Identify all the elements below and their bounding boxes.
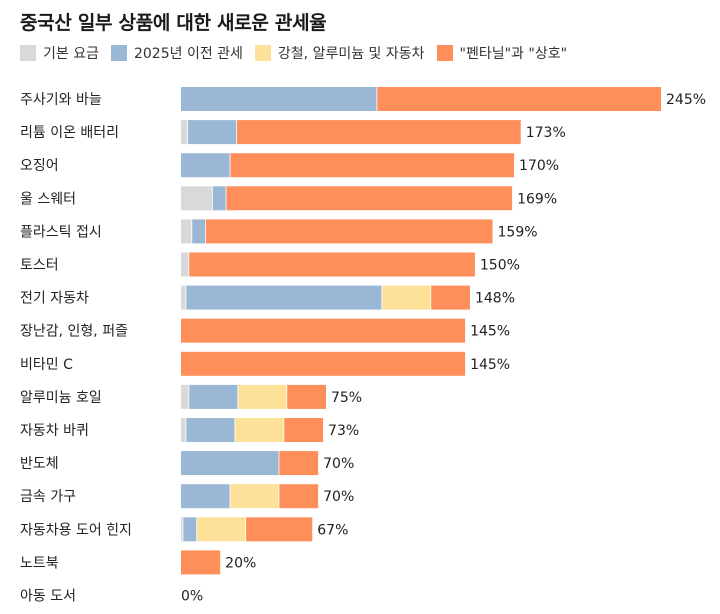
category-label: 아동 도서 (20, 589, 76, 605)
bar-segment (182, 517, 197, 542)
bar-segment (181, 484, 230, 509)
category-label: 알루미늄 호일 (20, 390, 102, 406)
bar-segment (181, 87, 377, 111)
bar-segment (181, 186, 213, 211)
bar-segment (188, 252, 475, 277)
bar-segment (381, 285, 431, 310)
category-label: 토스터 (20, 258, 59, 274)
value-label: 67% (317, 522, 348, 538)
bar-segment (185, 285, 382, 310)
bar-segment (278, 484, 319, 509)
category-label: 반도체 (20, 456, 59, 472)
legend-item-pre2025: 2025년 이전 관세 (110, 43, 243, 63)
bar-segment (229, 484, 279, 509)
legend-swatch-fentanyl (436, 45, 453, 61)
legend-swatch-base (20, 45, 36, 61)
bar-segment (181, 451, 279, 476)
category-label: 노트북 (20, 555, 59, 571)
bar-segment (283, 418, 324, 442)
value-label: 20% (225, 555, 256, 571)
category-label: 비타민 C (20, 357, 73, 373)
bar-segment (430, 285, 470, 310)
bar-segment (185, 418, 235, 442)
value-label: 150% (480, 258, 520, 274)
bar-segment (181, 351, 466, 376)
legend-item-steel: 강철, 알루미늄 및 자동차 (254, 43, 425, 63)
value-label: 73% (328, 423, 359, 439)
legend-item-base: 기본 요금 (20, 43, 99, 63)
category-label: 금속 가구 (20, 489, 76, 505)
bar-segment (236, 120, 521, 145)
bar-segment (212, 186, 227, 211)
bar-segment (376, 87, 661, 111)
category-label: 주사기와 바늘 (20, 92, 102, 108)
bar-segment (196, 517, 246, 542)
bar-segment (181, 252, 189, 277)
legend-label-fentanyl: "펜타닐"과 "상호" (459, 46, 568, 62)
bar-segment (181, 517, 183, 542)
bar-segment (191, 219, 206, 244)
bar-segment (205, 219, 493, 244)
bar-segment (187, 120, 237, 145)
category-label: 장난감, 인형, 퍼즐 (20, 324, 128, 340)
bar-segment (181, 418, 186, 442)
value-label: 173% (526, 125, 566, 141)
bar-segment (286, 384, 326, 409)
value-label: 145% (470, 324, 510, 340)
bar-segment (188, 384, 238, 409)
legend-label-base: 기본 요금 (43, 46, 99, 62)
bar-segment (226, 186, 513, 211)
value-label: 145% (470, 357, 510, 373)
value-label: 170% (519, 158, 559, 174)
legend-swatch-steel (254, 45, 271, 61)
value-label: 70% (323, 489, 354, 505)
legend-item-fentanyl: "펜타닐"과 "상호" (436, 43, 568, 63)
chart-title: 중국산 일부 상품에 대한 새로운 관세율 (20, 12, 327, 34)
legend: 기본 요금 2025년 이전 관세 강철, 알루미늄 및 자동차 "펜타닐"과 … (20, 42, 579, 64)
legend-label-steel: 강철, 알루미늄 및 자동차 (277, 46, 425, 62)
category-label: 전기 자동차 (20, 291, 89, 307)
category-label: 자동차 바퀴 (20, 423, 89, 439)
value-label: 70% (323, 456, 354, 472)
legend-label-pre2025: 2025년 이전 관세 (133, 46, 243, 62)
bar-segment (181, 550, 221, 575)
value-label: 148% (475, 291, 515, 307)
value-label: 75% (331, 390, 362, 406)
category-label: 오징어 (20, 158, 59, 174)
legend-swatch-pre2025 (110, 45, 127, 61)
bar-segment (181, 219, 192, 244)
bar-segment (229, 153, 515, 178)
value-label: 169% (517, 191, 557, 207)
bar-segment (245, 517, 313, 542)
value-label: 159% (498, 224, 538, 240)
category-label: 자동차용 도어 힌지 (20, 522, 132, 538)
value-label: 0% (181, 589, 203, 605)
category-label: 울 스웨터 (20, 191, 76, 207)
value-label: 245% (666, 92, 706, 108)
bar-segment (181, 285, 186, 310)
bar-segment (181, 153, 230, 178)
category-label: 리튬 이온 배터리 (20, 125, 119, 141)
bar-segment (234, 418, 284, 442)
bar-segment (278, 451, 319, 476)
bar-segment (181, 120, 188, 145)
bar-segment (181, 384, 189, 409)
category-label: 플라스틱 접시 (20, 224, 102, 240)
bar-segment (237, 384, 287, 409)
bar-segment (181, 318, 466, 343)
